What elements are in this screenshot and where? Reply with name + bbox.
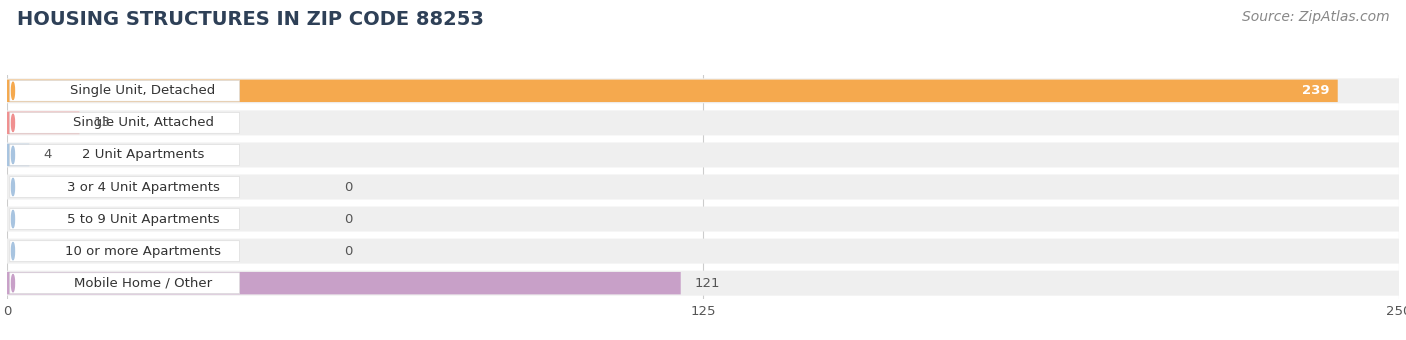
Circle shape [11,82,14,99]
Circle shape [11,114,14,132]
Text: HOUSING STRUCTURES IN ZIP CODE 88253: HOUSING STRUCTURES IN ZIP CODE 88253 [17,10,484,29]
Text: 0: 0 [344,212,353,225]
Text: Source: ZipAtlas.com: Source: ZipAtlas.com [1241,10,1389,24]
FancyBboxPatch shape [7,78,1399,103]
FancyBboxPatch shape [7,110,1399,135]
FancyBboxPatch shape [7,142,1399,167]
Text: 0: 0 [344,244,353,258]
FancyBboxPatch shape [10,81,239,101]
Text: 0: 0 [344,181,353,193]
FancyBboxPatch shape [10,113,239,133]
FancyBboxPatch shape [10,241,239,261]
FancyBboxPatch shape [7,272,681,294]
Text: 3 or 4 Unit Apartments: 3 or 4 Unit Apartments [66,181,219,193]
FancyBboxPatch shape [7,207,1399,232]
Text: 239: 239 [1302,84,1330,97]
Circle shape [11,210,14,228]
FancyBboxPatch shape [7,239,1399,264]
Text: 10 or more Apartments: 10 or more Apartments [65,244,221,258]
Text: Single Unit, Attached: Single Unit, Attached [73,116,214,130]
Text: 4: 4 [44,149,52,162]
Text: 2 Unit Apartments: 2 Unit Apartments [82,149,204,162]
Text: 5 to 9 Unit Apartments: 5 to 9 Unit Apartments [66,212,219,225]
FancyBboxPatch shape [7,271,1399,296]
Text: Single Unit, Detached: Single Unit, Detached [70,84,215,97]
FancyBboxPatch shape [7,174,1399,200]
FancyBboxPatch shape [10,273,239,294]
Circle shape [11,146,14,164]
Circle shape [11,242,14,260]
Text: 13: 13 [93,116,110,130]
Circle shape [11,178,14,195]
FancyBboxPatch shape [10,209,239,230]
Text: 121: 121 [695,277,720,290]
FancyBboxPatch shape [10,144,239,165]
Circle shape [11,275,14,292]
FancyBboxPatch shape [7,80,1337,102]
FancyBboxPatch shape [7,144,30,166]
Text: Mobile Home / Other: Mobile Home / Other [75,277,212,290]
FancyBboxPatch shape [10,176,239,198]
FancyBboxPatch shape [7,112,79,134]
